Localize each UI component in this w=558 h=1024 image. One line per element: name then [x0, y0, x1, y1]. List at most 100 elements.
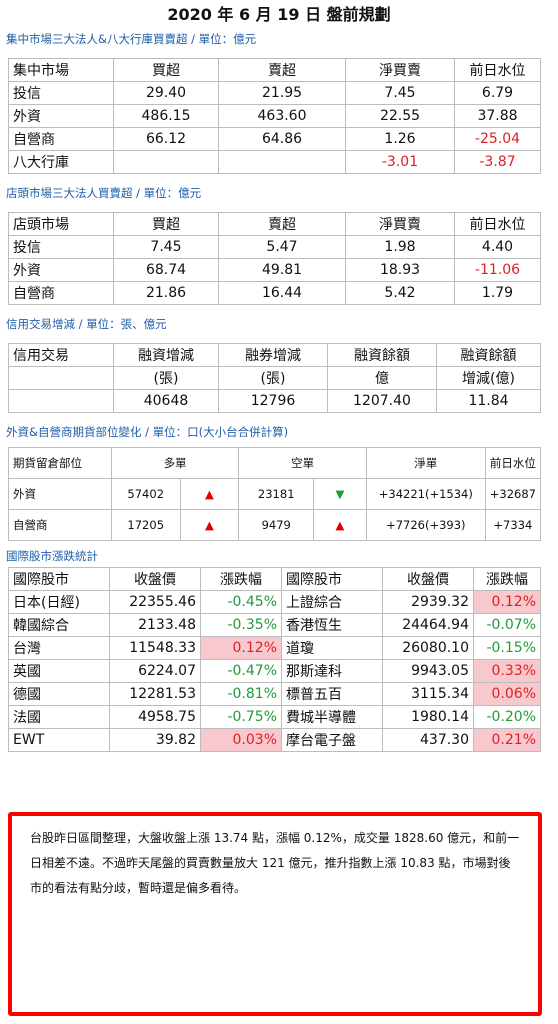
change-pct: -0.45% [200, 590, 282, 614]
close-price: 3115.34 [382, 682, 474, 706]
table-row: 英國 6224.07 -0.47% 那斯達科 9943.05 0.33% [8, 659, 541, 683]
change-pct: -0.75% [200, 705, 282, 729]
cell: 40648 [113, 389, 219, 413]
col-header: 國際股市 [8, 567, 110, 591]
col-header: 集中市場 [8, 58, 114, 82]
cell: +7334 [484, 509, 542, 541]
row-label: 八大行庫 [8, 150, 114, 174]
close-price: 22355.46 [109, 590, 201, 614]
col-header: 多單 [110, 447, 240, 479]
listed-market-institutions-table: 集中市場 買超 賣超 淨買賣 前日水位 投信 29.40 21.95 7.45 … [8, 58, 541, 174]
market-name: 日本(日經) [8, 590, 110, 614]
market-name: 道瓊 [281, 636, 383, 660]
table-row: 韓國綜合 2133.48 -0.35% 香港恆生 24464.94 -0.07% [8, 613, 541, 637]
section-title-futures-positions: 外資&自營商期貨部位變化 / 單位：口(大小台合併計算) [6, 425, 289, 439]
close-price: 24464.94 [382, 613, 474, 637]
table-row: 外資 68.74 49.81 18.93 -11.06 [8, 258, 541, 282]
cell: 1.79 [454, 281, 541, 305]
cell: 486.15 [113, 104, 219, 128]
section-title-market-institutions: 集中市場三大法人&八大行庫買賣超 / 單位：億元 [6, 32, 257, 46]
cell: 68.74 [113, 258, 219, 282]
close-price: 11548.33 [109, 636, 201, 660]
market-name: EWT [8, 728, 110, 752]
cell: 49.81 [218, 258, 346, 282]
row-label: 自營商 [8, 127, 114, 151]
change-pct: 0.12% [200, 636, 282, 660]
table-row: 自營商 17205 ▲ 9479 ▲ +7726(+393) +7334 [8, 509, 542, 541]
market-name: 法國 [8, 705, 110, 729]
col-header: 融資餘額 [436, 343, 541, 367]
cell: 29.40 [113, 81, 219, 105]
cell: +7726(+393) [365, 509, 486, 541]
change-pct: -0.07% [473, 613, 541, 637]
market-name: 上證綜合 [281, 590, 383, 614]
down-arrow-icon: ▼ [313, 478, 367, 510]
table-row: 德國 12281.53 -0.81% 標普五百 3115.34 0.06% [8, 682, 541, 706]
col-header: 買超 [113, 58, 219, 82]
market-name: 德國 [8, 682, 110, 706]
close-price: 6224.07 [109, 659, 201, 683]
change-pct: -0.35% [200, 613, 282, 637]
cell: 1.98 [345, 235, 455, 259]
row-label: 外資 [8, 478, 112, 510]
change-pct: -0.15% [473, 636, 541, 660]
table-row: 台灣 11548.33 0.12% 道瓊 26080.10 -0.15% [8, 636, 541, 660]
row-label: 投信 [8, 235, 114, 259]
col-header: 淨買賣 [345, 58, 455, 82]
market-name: 摩台電子盤 [281, 728, 383, 752]
cell: 11.84 [436, 389, 541, 413]
market-name: 費城半導體 [281, 705, 383, 729]
col-header: 期貨留倉部位 [8, 447, 112, 479]
up-arrow-icon: ▲ [179, 509, 240, 541]
col-header: 前日水位 [454, 212, 541, 236]
table-row: 外資 486.15 463.60 22.55 37.88 [8, 104, 541, 128]
unit-label: 增減(億) [436, 366, 541, 390]
col-header: 賣超 [218, 58, 346, 82]
cell: 7.45 [113, 235, 219, 259]
page-title: 2020 年 6 月 19 日 盤前規劃 [167, 5, 391, 24]
cell: 1.26 [345, 127, 455, 151]
cell: 66.12 [113, 127, 219, 151]
cell: 1207.40 [327, 389, 437, 413]
cell [218, 150, 346, 174]
cell: 18.93 [345, 258, 455, 282]
market-name: 台灣 [8, 636, 110, 660]
market-name: 標普五百 [281, 682, 383, 706]
col-header: 淨單 [365, 447, 486, 479]
cell: -3.01 [345, 150, 455, 174]
commentary-text: 台股昨日區間整理，大盤收盤上漲 13.74 點，漲幅 0.12%，成交量 182… [30, 831, 520, 895]
margin-trading-table: 信用交易 融資增減 融券增減 融資餘額 融資餘額 (張) (張) 億 增減(億)… [8, 343, 541, 413]
section-title-margin-trading: 信用交易增減 / 單位：張、億元 [6, 317, 167, 331]
col-header: 收盤價 [382, 567, 474, 591]
market-name: 那斯達科 [281, 659, 383, 683]
cell: 22.55 [345, 104, 455, 128]
col-header: 空單 [238, 447, 367, 479]
row-label: 自營商 [8, 509, 112, 541]
otc-market-institutions-table: 店頭市場 買超 賣超 淨買賣 前日水位 投信 7.45 5.47 1.98 4.… [8, 212, 541, 305]
cell: 57402 [110, 478, 181, 510]
cell: +34221(+1534) [365, 478, 486, 510]
cell: 4.40 [454, 235, 541, 259]
change-pct: 0.12% [473, 590, 541, 614]
col-header: 前日水位 [454, 58, 541, 82]
col-header: 收盤價 [109, 567, 201, 591]
cell: -3.87 [454, 150, 541, 174]
cell: 6.79 [454, 81, 541, 105]
market-name: 英國 [8, 659, 110, 683]
close-price: 1980.14 [382, 705, 474, 729]
row-label: 投信 [8, 81, 114, 105]
futures-positions-table: 期貨留倉部位 多單 空單 淨單 前日水位 外資 57402 ▲ 23181 ▼ … [8, 447, 542, 541]
close-price: 9943.05 [382, 659, 474, 683]
col-header: 信用交易 [8, 343, 114, 367]
col-header: 淨買賣 [345, 212, 455, 236]
col-header: 漲跌幅 [473, 567, 541, 591]
col-header: 漲跌幅 [200, 567, 282, 591]
table-row: 自營商 21.86 16.44 5.42 1.79 [8, 281, 541, 305]
col-header: 買超 [113, 212, 219, 236]
cell: 5.42 [345, 281, 455, 305]
row-label: 外資 [8, 258, 114, 282]
close-price: 26080.10 [382, 636, 474, 660]
cell: -25.04 [454, 127, 541, 151]
cell: 23181 [238, 478, 315, 510]
cell: 9479 [238, 509, 315, 541]
